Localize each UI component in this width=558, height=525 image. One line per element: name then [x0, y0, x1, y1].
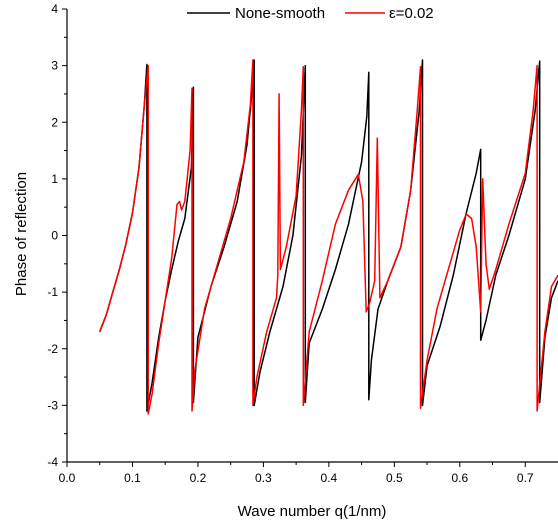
- y-tick-label: 1: [51, 172, 58, 186]
- y-tick-label: -3: [47, 398, 58, 412]
- x-tick-label: 0.6: [451, 471, 468, 485]
- y-tick-label: 3: [51, 59, 58, 73]
- x-axis-label: Wave number q(1/nm): [238, 503, 387, 520]
- y-axis-label: Phase of reflection: [13, 172, 30, 296]
- x-tick-label: 0.3: [255, 471, 272, 485]
- legend: None-smooth ε=0.02: [187, 5, 434, 22]
- series-line-1: [99, 59, 558, 415]
- x-tick-label: 0.4: [321, 471, 338, 485]
- x-tick-label: 0.5: [386, 471, 403, 485]
- x-tick-label: 0.2: [190, 471, 207, 485]
- y-tick-label: 0: [51, 229, 58, 243]
- y-tick-label: -2: [47, 342, 58, 356]
- x-tick-label: 0.1: [124, 471, 141, 485]
- x-tick-label: 0.0: [59, 471, 76, 485]
- ticks-layer: 0.0 0.1 0.2 0.3 0.4 0.5 0.6 0.7 -4 -3 -2 -1 0 1 2 3 4: [47, 2, 534, 485]
- y-tick-label: 2: [51, 115, 58, 129]
- y-tick-label: 4: [51, 2, 58, 16]
- legend-label-none-smooth: None-smooth: [235, 5, 325, 22]
- legend-label-epsilon: ε=0.02: [389, 5, 434, 22]
- y-tick-label: -4: [47, 455, 58, 469]
- series-line-0: [99, 59, 558, 412]
- x-tick-label: 0.7: [517, 471, 534, 485]
- series-layer: [99, 59, 558, 415]
- y-tick-label: -1: [47, 285, 58, 299]
